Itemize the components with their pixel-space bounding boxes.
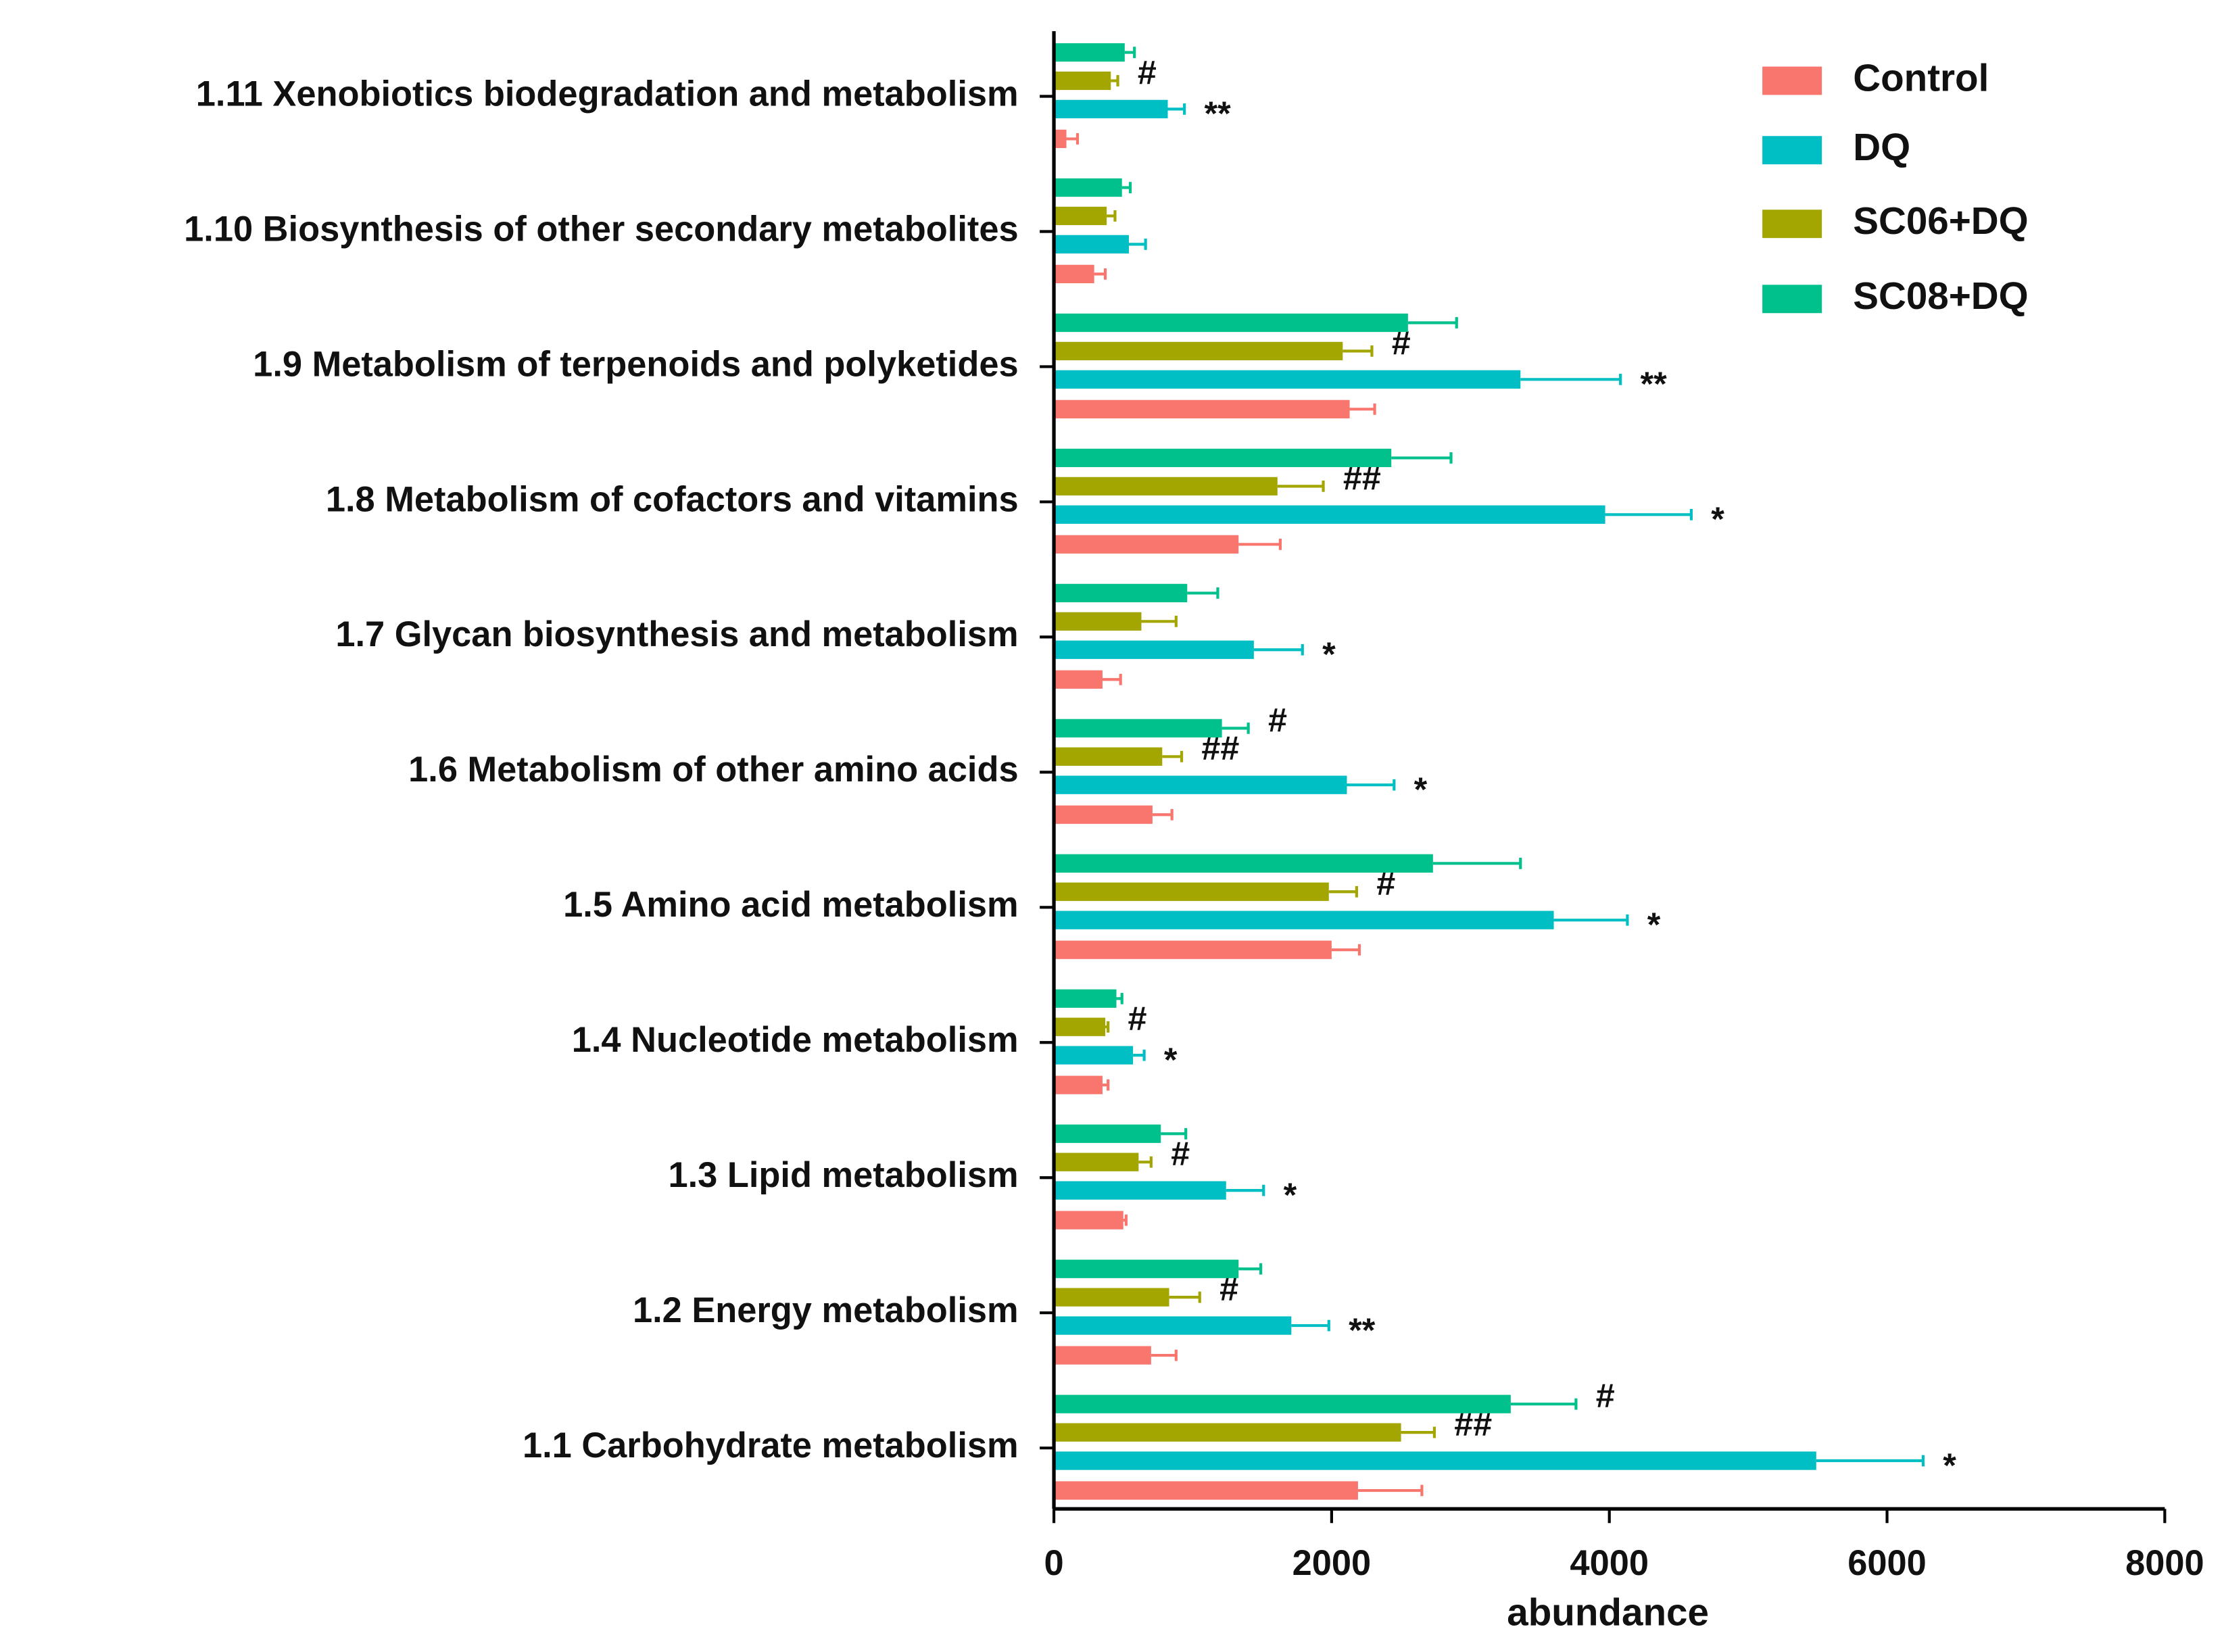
category-label: 1.11 Xenobiotics biodegradation and meta…: [196, 74, 1019, 114]
category-label: 1.2 Energy metabolism: [633, 1291, 1019, 1330]
x-tick-label: 4000: [1570, 1544, 1649, 1583]
x-axis-label: abundance: [1507, 1590, 1709, 1633]
bar: [1054, 1346, 1151, 1365]
legend-label: Control: [1853, 56, 1989, 99]
bar: [1054, 206, 1107, 226]
significance-label: **: [1640, 364, 1667, 403]
bar: [1054, 1423, 1401, 1442]
bar: [1054, 341, 1343, 361]
category-label: 1.7 Glycan biosynthesis and metabolism: [335, 615, 1018, 654]
category-label: 1.3 Lipid metabolism: [668, 1156, 1018, 1195]
category-label: 1.4 Nucleotide metabolism: [572, 1021, 1019, 1060]
legend-swatch: [1762, 66, 1822, 95]
x-tick-label: 8000: [2125, 1544, 2204, 1583]
significance-label: #: [1138, 53, 1157, 91]
bar: [1054, 1481, 1358, 1500]
significance-label: *: [1284, 1175, 1297, 1214]
significance-label: **: [1204, 94, 1231, 132]
bar: [1054, 719, 1222, 737]
bar: [1054, 882, 1329, 901]
bar: [1054, 1211, 1123, 1230]
bar: [1054, 1288, 1169, 1307]
significance-label: *: [1322, 635, 1336, 673]
category-label: 1.8 Metabolism of cofactors and vitamins: [326, 480, 1019, 519]
category-label: 1.10 Biosynthesis of other secondary met…: [184, 210, 1018, 249]
significance-label: *: [1711, 500, 1724, 538]
significance-label: **: [1349, 1311, 1376, 1349]
bar: [1054, 43, 1125, 62]
significance-label: #: [1128, 999, 1147, 1038]
legend-swatch: [1762, 285, 1822, 314]
bar: [1054, 940, 1332, 959]
category-label: 1.9 Metabolism of terpenoids and polyket…: [253, 345, 1018, 384]
bar: [1054, 399, 1350, 418]
bar: [1054, 910, 1554, 929]
bar: [1054, 99, 1168, 119]
bar: [1054, 178, 1122, 197]
bar: [1054, 1394, 1511, 1413]
bar: [1054, 264, 1094, 284]
bar: [1054, 71, 1111, 91]
bar: [1054, 612, 1142, 631]
significance-label: #: [1171, 1134, 1190, 1173]
bar: [1054, 448, 1392, 468]
bar: [1054, 1075, 1103, 1094]
legend-label: SC08+DQ: [1853, 274, 2028, 317]
significance-label: *: [1943, 1446, 1956, 1484]
x-tick-label: 2000: [1292, 1544, 1372, 1583]
bar: [1054, 1017, 1106, 1036]
bar: [1054, 1451, 1816, 1470]
bar: [1054, 505, 1605, 524]
bar: [1054, 313, 1408, 333]
bar: [1054, 1181, 1226, 1200]
significance-label: #: [1268, 700, 1287, 739]
bar: [1054, 535, 1239, 554]
bar: [1054, 989, 1117, 1008]
legend-swatch: [1762, 136, 1822, 165]
category-label: 1.6 Metabolism of other amino acids: [408, 750, 1019, 789]
category-label: 1.5 Amino acid metabolism: [563, 885, 1019, 925]
bar: [1054, 477, 1278, 495]
bar: [1054, 583, 1188, 603]
significance-label: #: [1596, 1376, 1615, 1415]
significance-label: *: [1647, 905, 1661, 944]
bar: [1054, 1152, 1139, 1171]
bar: [1054, 1124, 1161, 1143]
bar: [1054, 235, 1129, 253]
x-tick-label: 6000: [1847, 1544, 1927, 1583]
legend-label: SC06+DQ: [1853, 199, 2028, 242]
bar: [1054, 805, 1153, 824]
significance-label: *: [1414, 770, 1428, 808]
bar: [1054, 1259, 1239, 1278]
bar: [1054, 640, 1254, 659]
legend-label: DQ: [1853, 126, 1910, 168]
bar: [1054, 670, 1103, 689]
significance-label: *: [1164, 1040, 1178, 1079]
bar: [1054, 1046, 1134, 1065]
bar: [1054, 775, 1347, 794]
bar: [1054, 370, 1521, 389]
bar: [1054, 129, 1067, 149]
bar: [1054, 747, 1163, 766]
legend-swatch: [1762, 210, 1822, 239]
category-label: 1.1 Carbohydrate metabolism: [523, 1426, 1019, 1465]
x-tick-label: 0: [1044, 1544, 1063, 1583]
bar: [1054, 854, 1433, 873]
bar: [1054, 1316, 1292, 1335]
